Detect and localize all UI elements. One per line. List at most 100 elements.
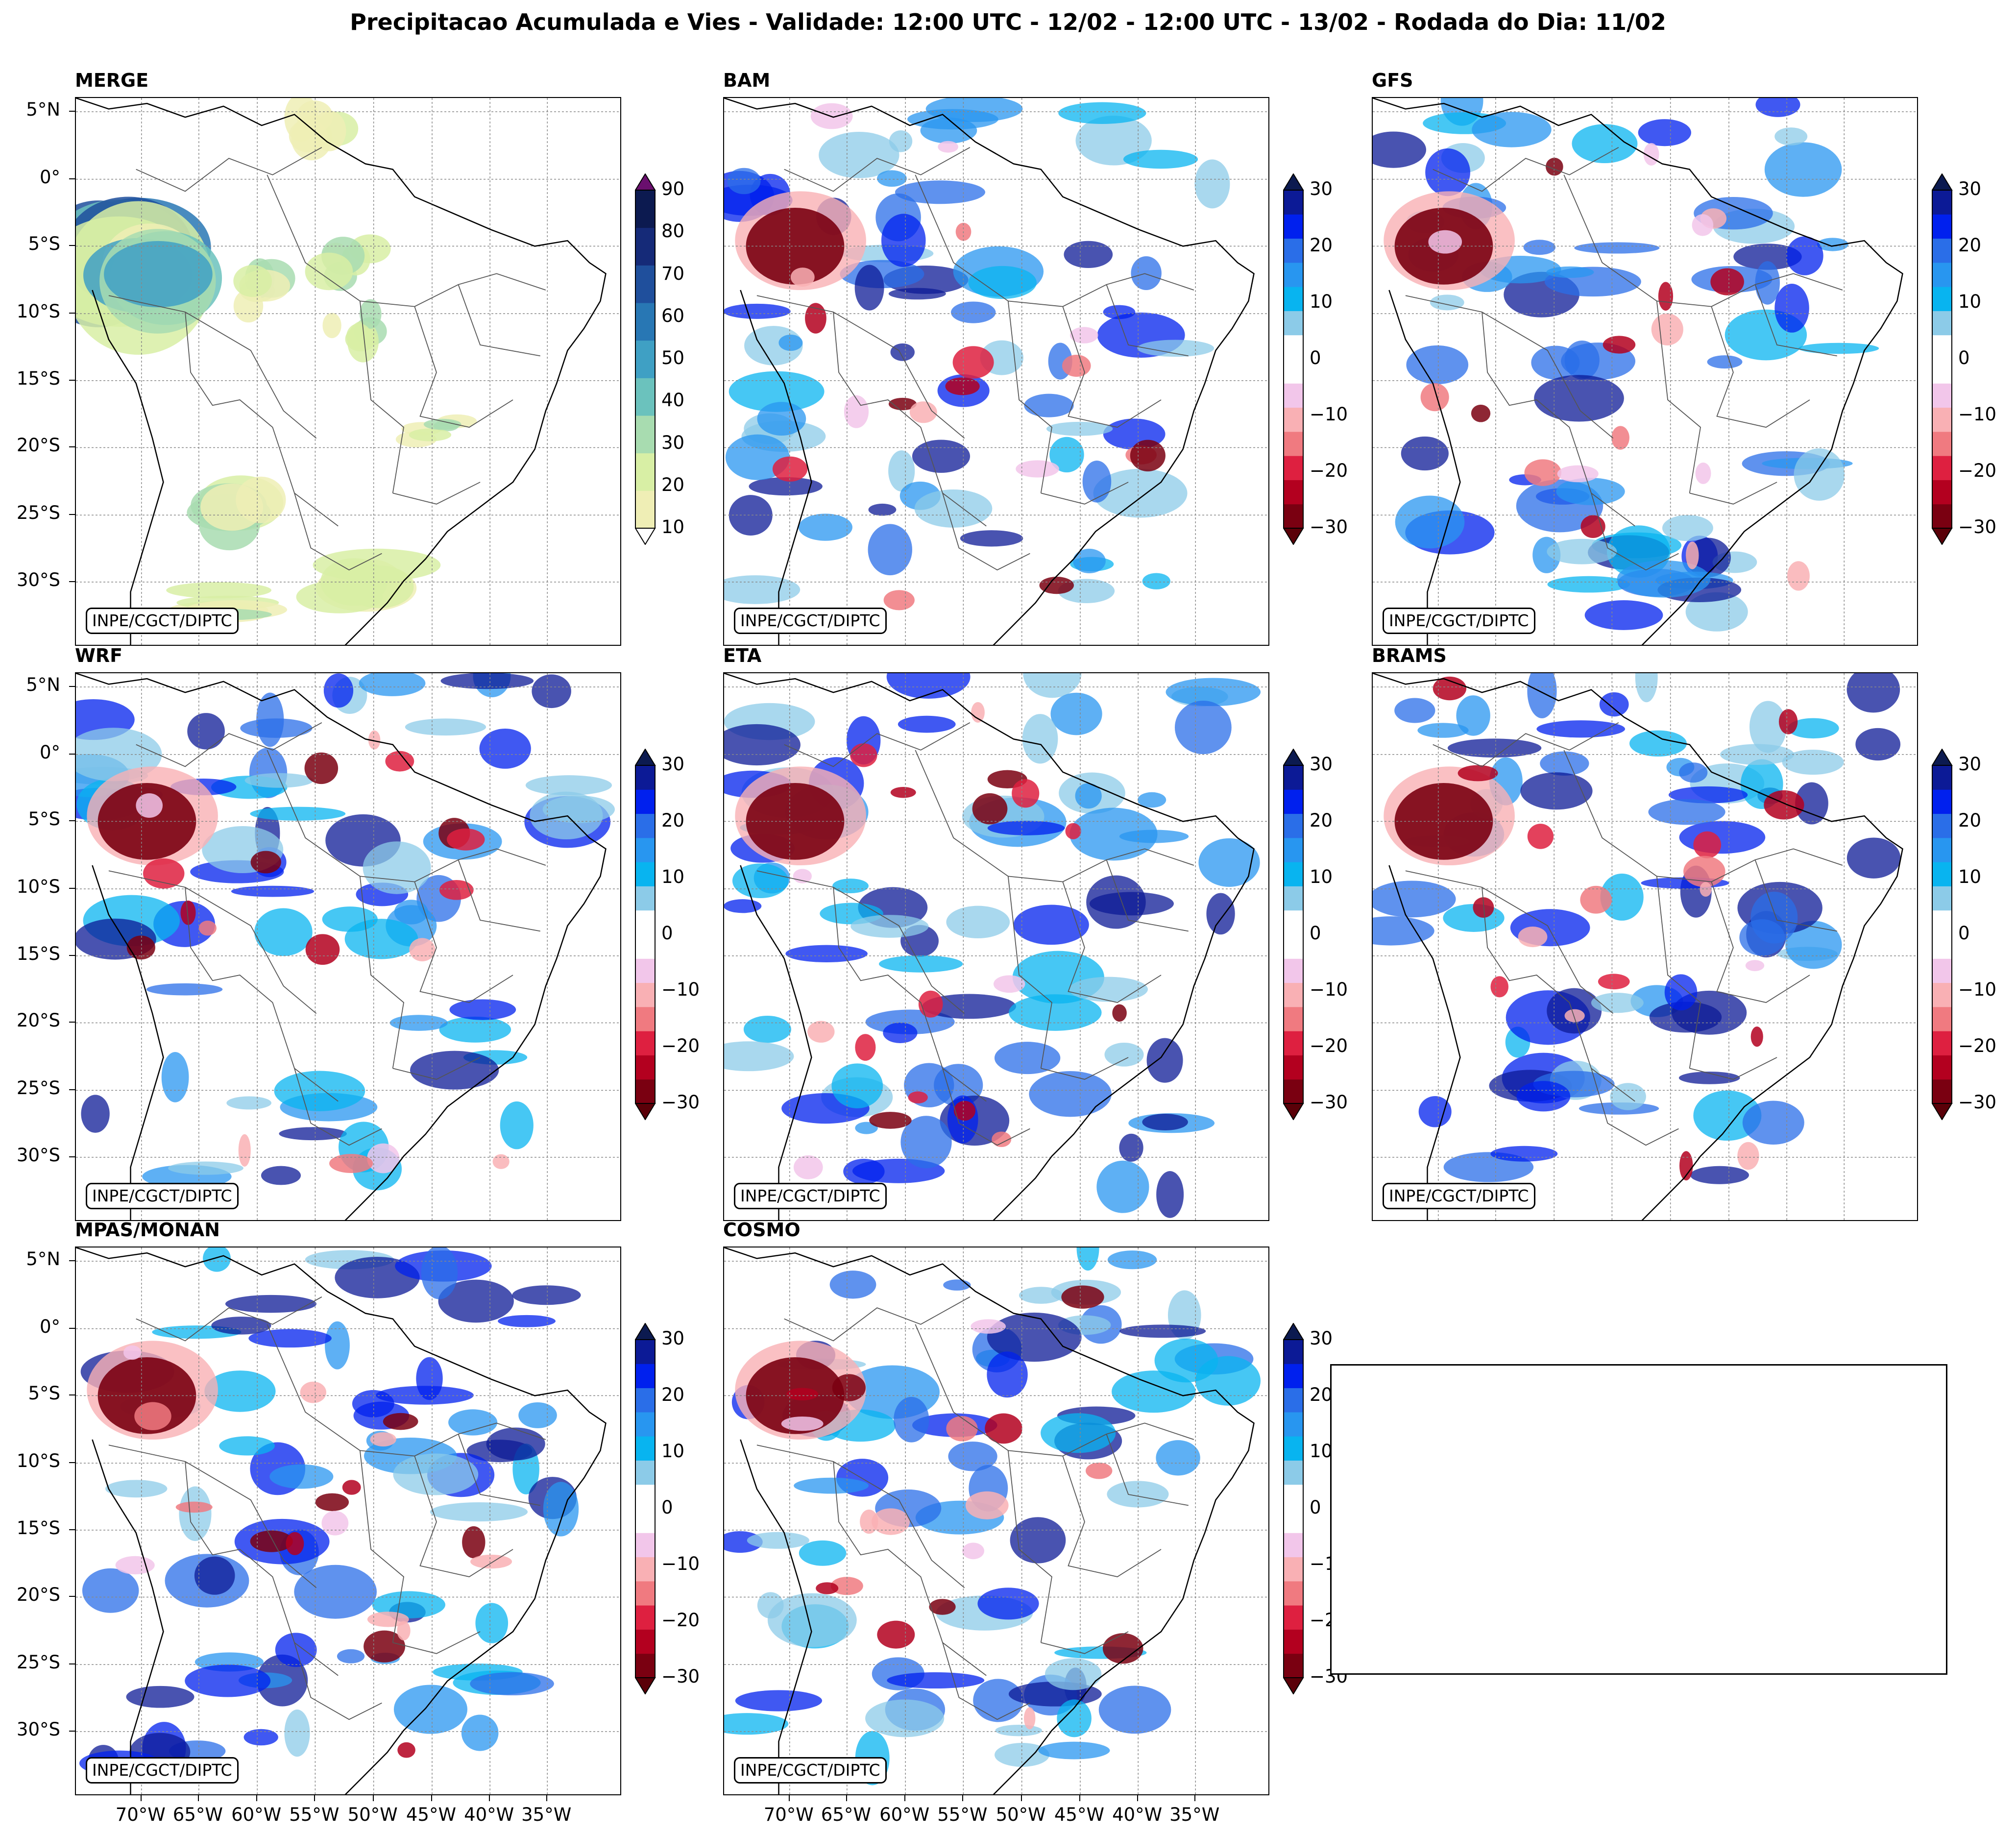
credit-label: INPE/CGCT/DIPTC	[1383, 608, 1535, 634]
bias-colorbar	[1931, 748, 1956, 1121]
longitude-label: 40°W	[464, 1804, 514, 1825]
bias-colorbar	[1283, 173, 1308, 545]
colorbar-segment	[1284, 1460, 1303, 1485]
latitude-label: 30°S	[16, 1718, 60, 1740]
colorbar-tick-label: 20	[1310, 810, 1333, 831]
colorbar-extend-min	[634, 1677, 656, 1695]
state-border	[414, 881, 513, 1003]
colorbar-tick-label: 20	[661, 1384, 685, 1405]
field-layer	[724, 98, 1230, 611]
state-border	[414, 306, 513, 428]
map-canvas	[724, 1247, 1268, 1794]
latitude-label: 5°S	[28, 808, 60, 830]
colorbar-tick-label: −20	[1310, 460, 1348, 481]
colorbar-tick-label: 10	[661, 866, 685, 887]
state-border	[1482, 887, 1635, 1102]
colorbar-tick-label: 0	[1310, 347, 1321, 368]
latitude-label: 10°S	[16, 1450, 60, 1472]
longitude-tick	[1020, 1795, 1022, 1801]
longitude-label: 55°W	[289, 1804, 340, 1825]
latitude-tick	[69, 446, 75, 448]
latitude-label: 5°N	[26, 674, 60, 695]
field-layer	[724, 673, 1261, 1218]
colorbar-segment	[1284, 238, 1303, 263]
colorbar-segment	[1284, 1581, 1303, 1606]
colorbar-segment	[1284, 862, 1303, 886]
colorbar-segment	[635, 1031, 655, 1055]
state-border	[833, 1461, 987, 1676]
state-border	[136, 1296, 322, 1342]
longitude-tick	[962, 1795, 964, 1801]
colorbar-tick-label: −10	[661, 1553, 700, 1574]
colorbar-segment	[1284, 982, 1303, 1007]
colorbar-segment	[1284, 262, 1303, 287]
coastline	[76, 673, 607, 1220]
colorbar-segment	[1932, 982, 1952, 1007]
graticule	[76, 98, 620, 645]
state-border	[267, 1324, 404, 1643]
map-panel: INPE/CGCT/DIPTC	[75, 672, 621, 1221]
colorbar-tick-label: −30	[1310, 516, 1348, 538]
colorbar-segment	[1284, 1031, 1303, 1055]
colorbar-segment	[635, 765, 655, 790]
country-border	[740, 1439, 812, 1794]
colorbar-tick-label: −30	[661, 1666, 700, 1687]
colorbar-tick-label: −10	[1310, 404, 1348, 425]
latitude-tick	[69, 111, 75, 112]
colorbar-tick-label: 0	[661, 923, 673, 944]
country-border	[1388, 865, 1461, 1220]
colorbar-extend-min	[1283, 528, 1304, 545]
panel-title: MERGE	[75, 70, 149, 91]
colorbar-tick-label: 10	[1958, 866, 1982, 887]
coastline	[724, 1247, 1255, 1794]
colorbar-tick-label: −30	[661, 1092, 700, 1113]
graticule	[724, 1247, 1268, 1794]
colorbar-segment	[1932, 862, 1952, 886]
colorbar-frame	[635, 190, 656, 529]
colorbar-segment	[1932, 238, 1952, 263]
latitude-label: 30°S	[16, 1144, 60, 1166]
colorbar-canvas	[634, 748, 656, 1121]
colorbar-segment	[1932, 190, 1952, 215]
state-border	[942, 493, 1030, 571]
panel-title: MPAS/MONAN	[75, 1219, 220, 1241]
colorbar-tick-label: 0	[1310, 1497, 1321, 1518]
colorbar-segment	[635, 837, 655, 862]
colorbar-extend-min	[634, 528, 656, 545]
coastline	[1373, 673, 1903, 1220]
latitude-label: 25°S	[16, 1077, 60, 1099]
latitude-tick	[69, 1089, 75, 1091]
latitude-label: 5°N	[26, 1248, 60, 1270]
credit-label: INPE/CGCT/DIPTC	[86, 1183, 239, 1209]
longitude-label: 55°W	[937, 1804, 988, 1825]
latitude-label: 5°S	[28, 1383, 60, 1404]
colorbar-segment	[635, 982, 655, 1007]
colorbar-tick-label: 30	[1310, 754, 1333, 775]
colorbar-segment	[1932, 813, 1952, 838]
colorbar-tick-label: 60	[661, 305, 685, 326]
state-border	[1563, 750, 1701, 1069]
colorbar-segment	[1284, 1364, 1303, 1389]
colorbar-extend-min	[1283, 1677, 1304, 1695]
colorbar-tick-label: 40	[661, 390, 685, 411]
colorbar-segment	[1284, 1388, 1303, 1413]
colorbar-segment	[635, 813, 655, 838]
state-border	[108, 295, 317, 439]
colorbar-tick-label: 10	[661, 516, 685, 538]
state-border	[1689, 1057, 1777, 1080]
state-border	[784, 147, 971, 192]
graticule	[1373, 98, 1917, 645]
state-border	[185, 887, 339, 1102]
latitude-tick	[69, 954, 75, 956]
panel-title: ETA	[723, 645, 762, 666]
bias-colorbar	[1283, 1322, 1308, 1695]
colorbar-segment	[1284, 359, 1303, 384]
longitude-label: 35°W	[1169, 1804, 1220, 1825]
colorbar-segment	[1284, 1006, 1303, 1031]
credit-label: INPE/CGCT/DIPTC	[734, 1183, 887, 1209]
latitude-label: 15°S	[16, 1517, 60, 1539]
colorbar-segment	[635, 1629, 655, 1654]
panel-title: COSMO	[723, 1219, 801, 1241]
state-border	[833, 887, 987, 1102]
credit-label: INPE/CGCT/DIPTC	[86, 1757, 239, 1784]
